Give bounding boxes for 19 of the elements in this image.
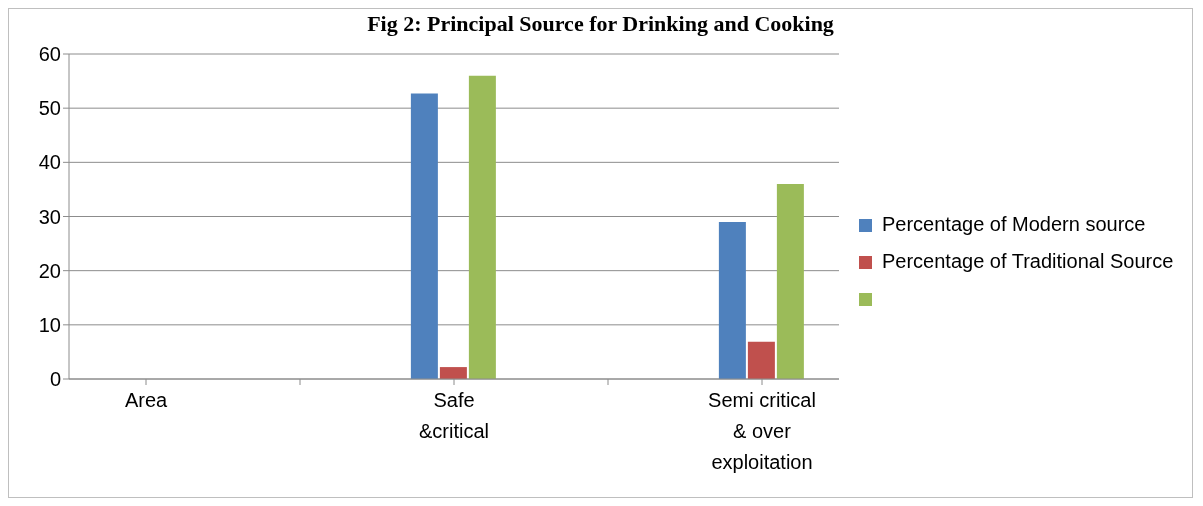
legend-label: Percentage of Traditional Source bbox=[882, 250, 1174, 273]
bar bbox=[718, 221, 746, 379]
y-tick-label: 0 bbox=[49, 368, 61, 391]
bar bbox=[776, 184, 804, 379]
y-tick-label: 40 bbox=[38, 151, 61, 174]
bar bbox=[468, 75, 496, 379]
bar bbox=[410, 93, 438, 379]
x-tick-label: Safe &critical bbox=[418, 389, 490, 442]
x-tick-label: Area bbox=[124, 389, 168, 411]
y-tick-label: 30 bbox=[38, 205, 61, 228]
y-tick-label: 10 bbox=[38, 313, 61, 336]
bar bbox=[439, 367, 467, 379]
legend-label: Percentage of Modern source bbox=[882, 213, 1146, 236]
bar bbox=[747, 341, 775, 379]
chart-title: Fig 2: Principal Source for Drinking and Cooking bbox=[366, 10, 835, 38]
y-tick-label: 20 bbox=[38, 259, 61, 282]
y-tick-label: 50 bbox=[38, 97, 61, 120]
y-tick-label: 60 bbox=[38, 43, 61, 66]
x-tick-label: Semi critical & over exploitation bbox=[708, 389, 816, 473]
